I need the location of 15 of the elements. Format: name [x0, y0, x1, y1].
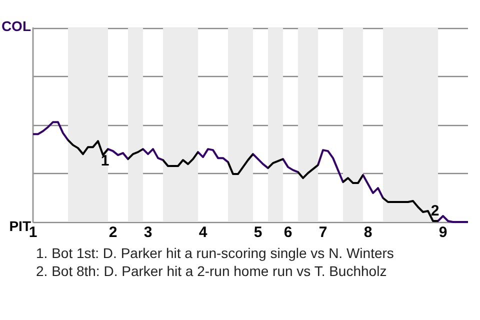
text: PIT: [9, 218, 32, 234]
text: COL: [1, 18, 32, 34]
x-tick-label: 1: [28, 224, 38, 241]
x-tick-label: 5: [254, 224, 262, 241]
annotation: 2: [430, 202, 440, 220]
x-tick-label: 9: [438, 224, 448, 241]
annotation: 1: [100, 152, 110, 170]
x-tick-label: 6: [284, 224, 292, 241]
text: 1. Bot 1st: D. Parker hit a run-scoring single vs N. Winters: [36, 244, 394, 262]
x-tick-label: 8: [364, 224, 372, 241]
text: 2. Bot 8th: D. Parker hit a 2-run home run vs T. Buchholz: [36, 262, 388, 280]
x-tick-label: 3: [144, 224, 152, 241]
x-tick-label: 7: [318, 224, 328, 241]
x-tick-label: 4: [198, 224, 208, 241]
x-tick-label: 2: [108, 224, 118, 241]
